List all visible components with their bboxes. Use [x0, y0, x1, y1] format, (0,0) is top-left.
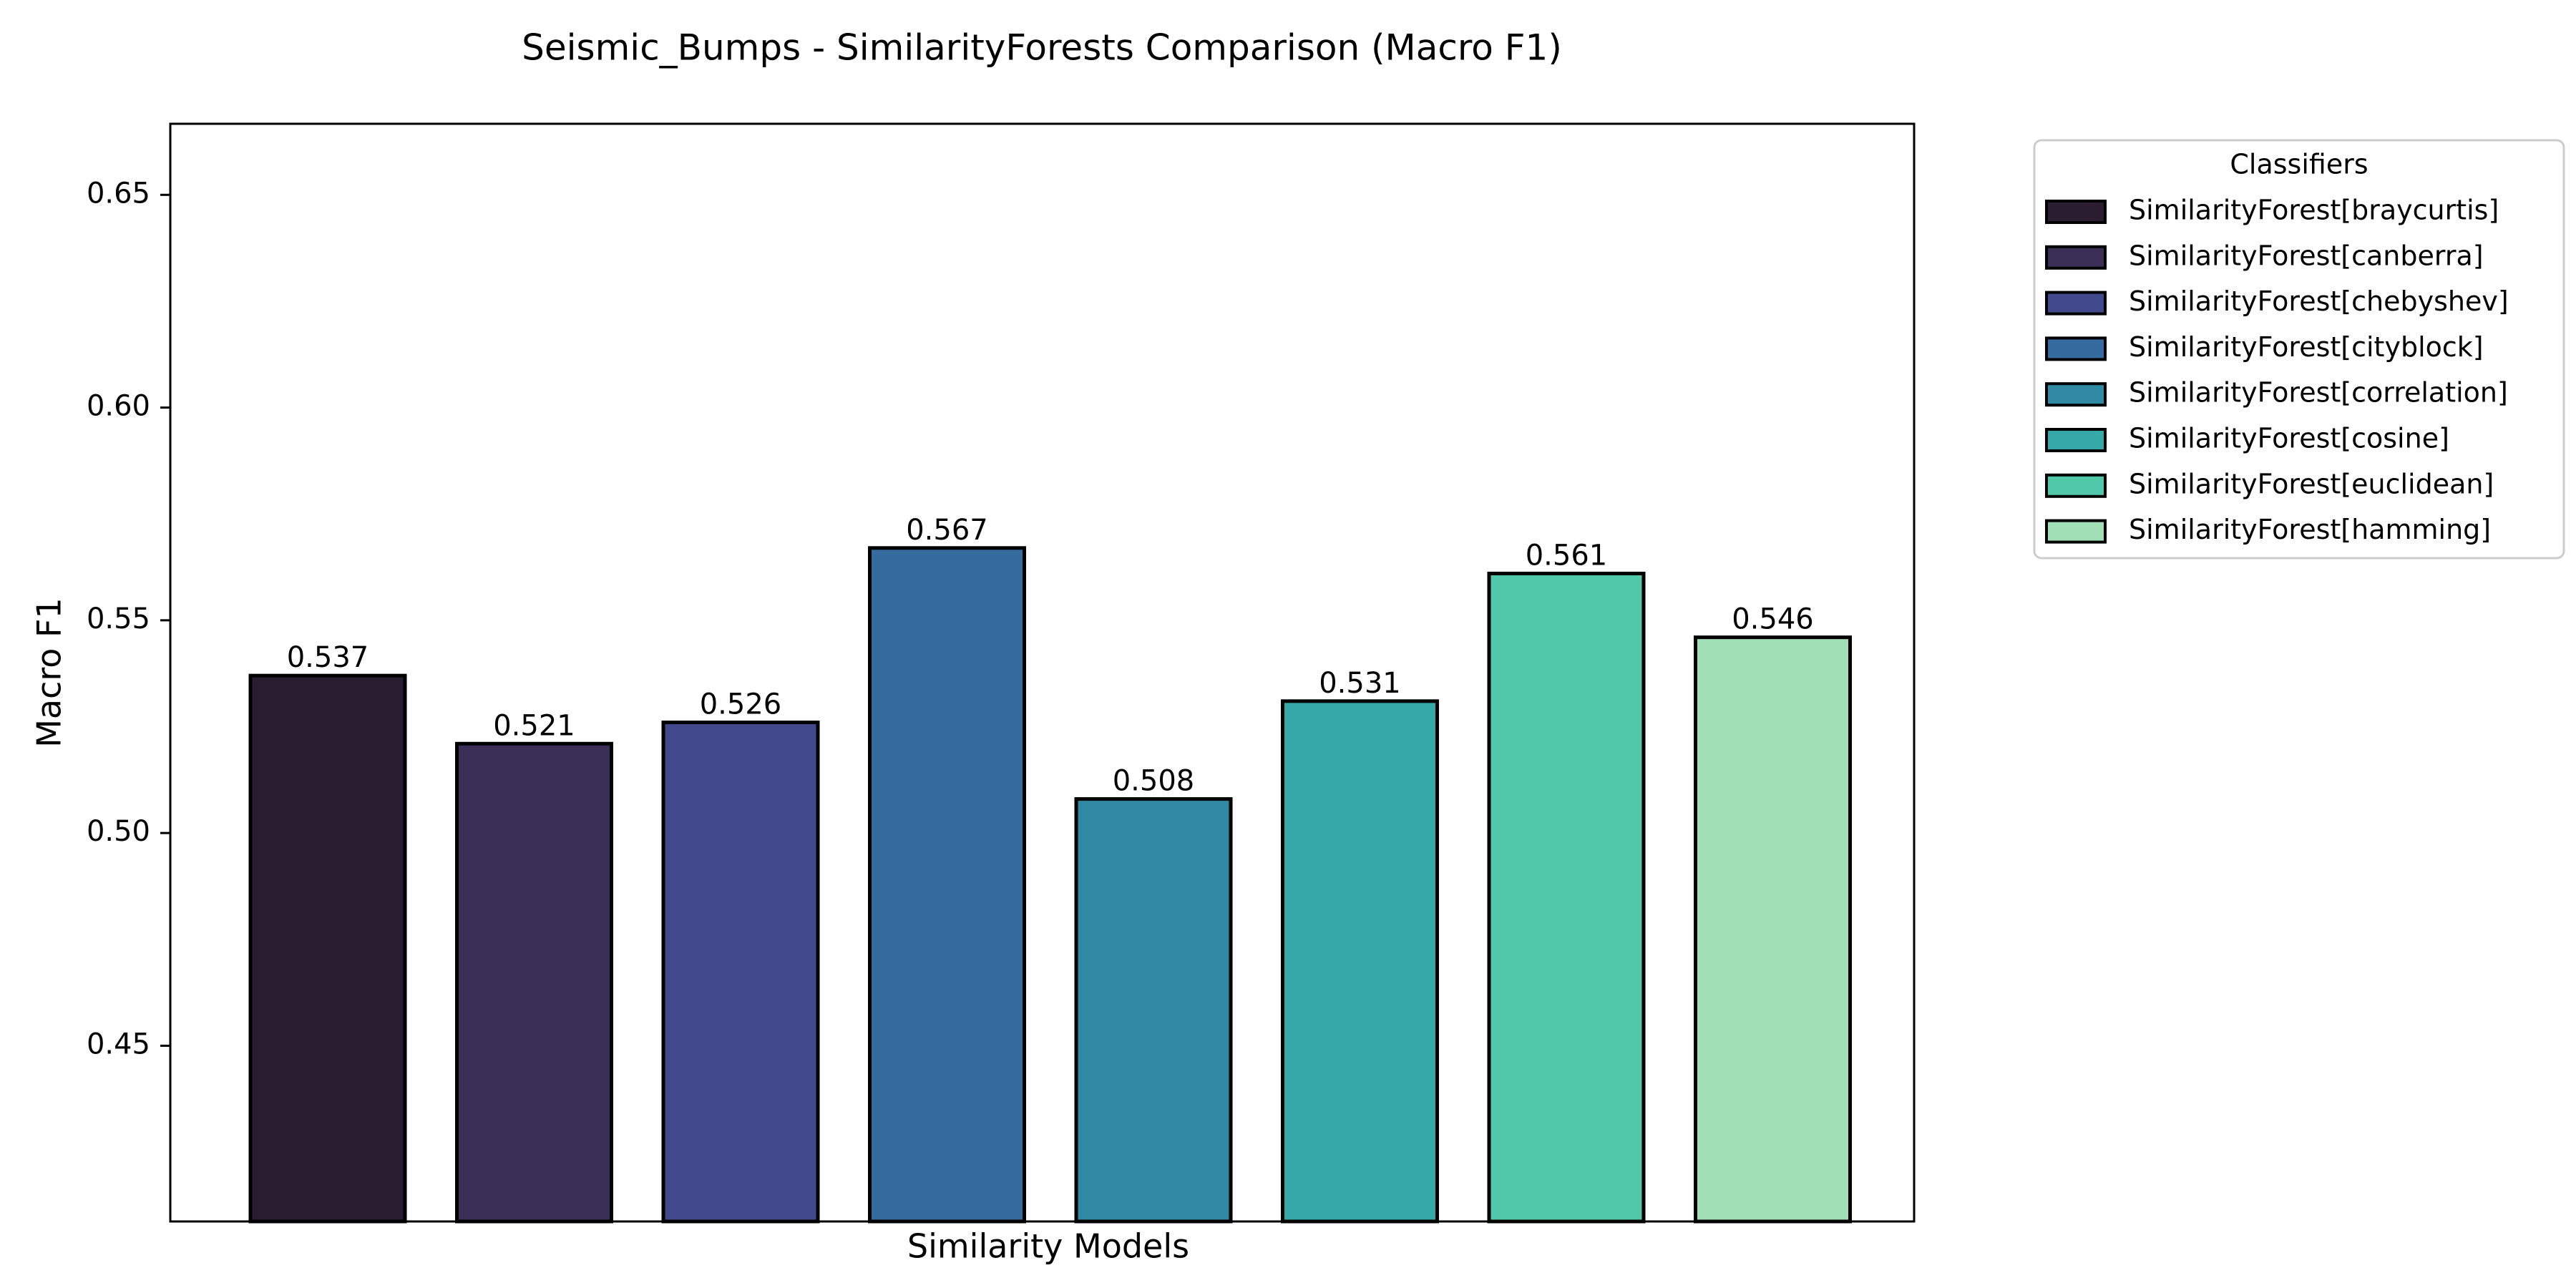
y-tick-label-2: 0.50: [87, 815, 150, 848]
bar-value-label-8: 0.546: [1732, 603, 1814, 636]
legend: Classifiers SimilarityForest[braycurtis]…: [2033, 139, 2565, 560]
bars: [248, 546, 1852, 1224]
x-axis-label: Similarity Models: [907, 1227, 1189, 1266]
y-axis: 0.45 0.50 0.55 0.60 0.65: [87, 177, 170, 1060]
legend-title: Classifiers: [2230, 149, 2368, 180]
legend-label-3: SimilarityForest[chebyshev]: [2129, 286, 2509, 317]
bar-3: [661, 721, 820, 1224]
legend-swatch-2: [2045, 245, 2107, 270]
axes-frame: [169, 122, 1916, 1223]
bar-4: [868, 546, 1026, 1224]
legend-swatch-6: [2045, 428, 2107, 452]
legend-label-2: SimilarityForest[canberra]: [2129, 240, 2484, 271]
bar-6: [1281, 699, 1439, 1224]
legend-item-7: SimilarityForest[euclidean]: [2045, 468, 2494, 499]
legend-label-1: SimilarityForest[braycurtis]: [2129, 195, 2499, 226]
legend-items: SimilarityForest[braycurtis] SimilarityFo…: [2045, 195, 2509, 545]
value-labels: 0.537 0.521 0.526 0.567 0.508 0.531 0.561 0.546: [287, 514, 1814, 798]
legend-item-1: SimilarityForest[braycurtis]: [2045, 195, 2499, 226]
legend-item-8: SimilarityForest[hamming]: [2045, 514, 2491, 545]
legend-swatch-5: [2045, 382, 2107, 407]
legend-swatch-7: [2045, 473, 2107, 498]
legend-item-6: SimilarityForest[cosine]: [2045, 423, 2449, 454]
bar-value-label-2: 0.521: [493, 709, 575, 742]
y-axis-label: Macro F1: [30, 597, 69, 748]
chart-title: Seismic_Bumps - SimilarityForests Compar…: [522, 27, 1562, 69]
y-tick-label-1: 0.45: [87, 1028, 150, 1060]
legend-swatch-8: [2045, 519, 2107, 544]
legend-label-7: SimilarityForest[euclidean]: [2129, 468, 2494, 499]
bar-value-label-6: 0.531: [1319, 667, 1401, 700]
bar-2: [455, 741, 613, 1224]
bar-7: [1487, 571, 1646, 1224]
legend-swatch-4: [2045, 336, 2107, 361]
legend-label-4: SimilarityForest[cityblock]: [2129, 331, 2484, 363]
plot-area: 0.537 0.521 0.526 0.567 0.508 0.531 0.561 0.546…: [87, 122, 1916, 1224]
bar-value-label-5: 0.508: [1113, 765, 1195, 798]
legend-label-5: SimilarityForest[correlation]: [2129, 377, 2508, 409]
legend-swatch-1: [2045, 200, 2107, 224]
legend-item-4: SimilarityForest[cityblock]: [2045, 331, 2484, 363]
bar-1: [248, 673, 407, 1224]
legend-frame: [2033, 139, 2565, 560]
legend-label-6: SimilarityForest[cosine]: [2129, 423, 2449, 454]
legend-item-5: SimilarityForest[correlation]: [2045, 377, 2508, 409]
bar-8: [1694, 635, 1852, 1224]
legend-item-2: SimilarityForest[canberra]: [2045, 240, 2484, 271]
legend-item-3: SimilarityForest[chebyshev]: [2045, 286, 2509, 317]
bar-value-label-4: 0.567: [906, 514, 988, 547]
legend-swatch-3: [2045, 291, 2107, 316]
bar-value-label-1: 0.537: [287, 641, 369, 674]
legend-label-8: SimilarityForest[hamming]: [2129, 514, 2491, 545]
y-tick-label-3: 0.55: [87, 602, 150, 635]
bar-5: [1074, 797, 1233, 1224]
y-tick-label-4: 0.60: [87, 390, 150, 423]
bar-value-label-7: 0.561: [1526, 539, 1608, 572]
bar-value-label-3: 0.526: [700, 688, 782, 721]
y-tick-label-5: 0.65: [87, 177, 150, 210]
